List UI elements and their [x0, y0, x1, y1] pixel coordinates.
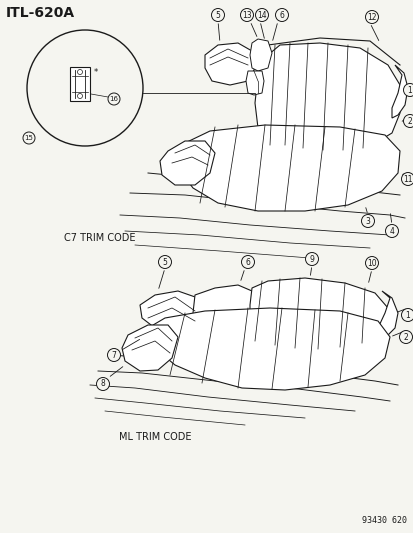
- Text: 3: 3: [365, 216, 370, 225]
- Text: 9: 9: [309, 254, 314, 263]
- Text: 15: 15: [24, 135, 33, 141]
- Circle shape: [255, 9, 268, 21]
- Circle shape: [401, 309, 413, 321]
- Polygon shape: [70, 67, 90, 101]
- Text: 5: 5: [215, 11, 220, 20]
- Circle shape: [241, 255, 254, 269]
- Polygon shape: [254, 43, 399, 151]
- Text: 93430 620: 93430 620: [361, 516, 406, 525]
- Polygon shape: [377, 291, 397, 340]
- Text: 8: 8: [100, 379, 105, 389]
- Text: 14: 14: [256, 11, 266, 20]
- Text: 16: 16: [109, 96, 118, 102]
- Circle shape: [27, 30, 142, 146]
- Circle shape: [108, 93, 120, 105]
- Circle shape: [361, 214, 374, 228]
- Text: 2: 2: [403, 333, 407, 342]
- Polygon shape: [249, 278, 387, 351]
- Circle shape: [399, 330, 411, 343]
- Text: *: *: [94, 68, 98, 77]
- Circle shape: [365, 11, 377, 23]
- Circle shape: [403, 115, 413, 127]
- Text: 1: 1: [405, 311, 409, 319]
- Circle shape: [96, 377, 109, 391]
- Text: 7: 7: [111, 351, 116, 359]
- Circle shape: [401, 173, 413, 185]
- Polygon shape: [122, 325, 178, 371]
- Polygon shape: [391, 65, 407, 118]
- Circle shape: [158, 255, 171, 269]
- Circle shape: [403, 84, 413, 96]
- Circle shape: [305, 253, 318, 265]
- Text: ITL-620A: ITL-620A: [6, 6, 75, 20]
- Text: 5: 5: [162, 257, 167, 266]
- Polygon shape: [159, 141, 214, 185]
- Text: 13: 13: [242, 11, 251, 20]
- Circle shape: [385, 224, 398, 238]
- Text: C7 TRIM CODE: C7 TRIM CODE: [64, 233, 135, 243]
- Text: 4: 4: [389, 227, 394, 236]
- Polygon shape: [140, 291, 202, 333]
- Circle shape: [275, 9, 288, 21]
- Text: 10: 10: [366, 259, 376, 268]
- Text: 12: 12: [366, 12, 376, 21]
- Circle shape: [365, 256, 377, 270]
- Text: 1: 1: [407, 85, 411, 94]
- Circle shape: [107, 349, 120, 361]
- Polygon shape: [178, 125, 399, 211]
- Text: 2: 2: [407, 117, 411, 125]
- Polygon shape: [192, 285, 254, 330]
- Polygon shape: [249, 39, 271, 71]
- Polygon shape: [245, 71, 263, 95]
- Text: 11: 11: [402, 174, 412, 183]
- Circle shape: [240, 9, 253, 21]
- Text: ML TRIM CODE: ML TRIM CODE: [119, 432, 191, 442]
- Polygon shape: [204, 43, 254, 85]
- Circle shape: [211, 9, 224, 21]
- Text: 6: 6: [279, 11, 284, 20]
- Circle shape: [23, 132, 35, 144]
- Text: 6: 6: [245, 257, 250, 266]
- Polygon shape: [147, 308, 389, 390]
